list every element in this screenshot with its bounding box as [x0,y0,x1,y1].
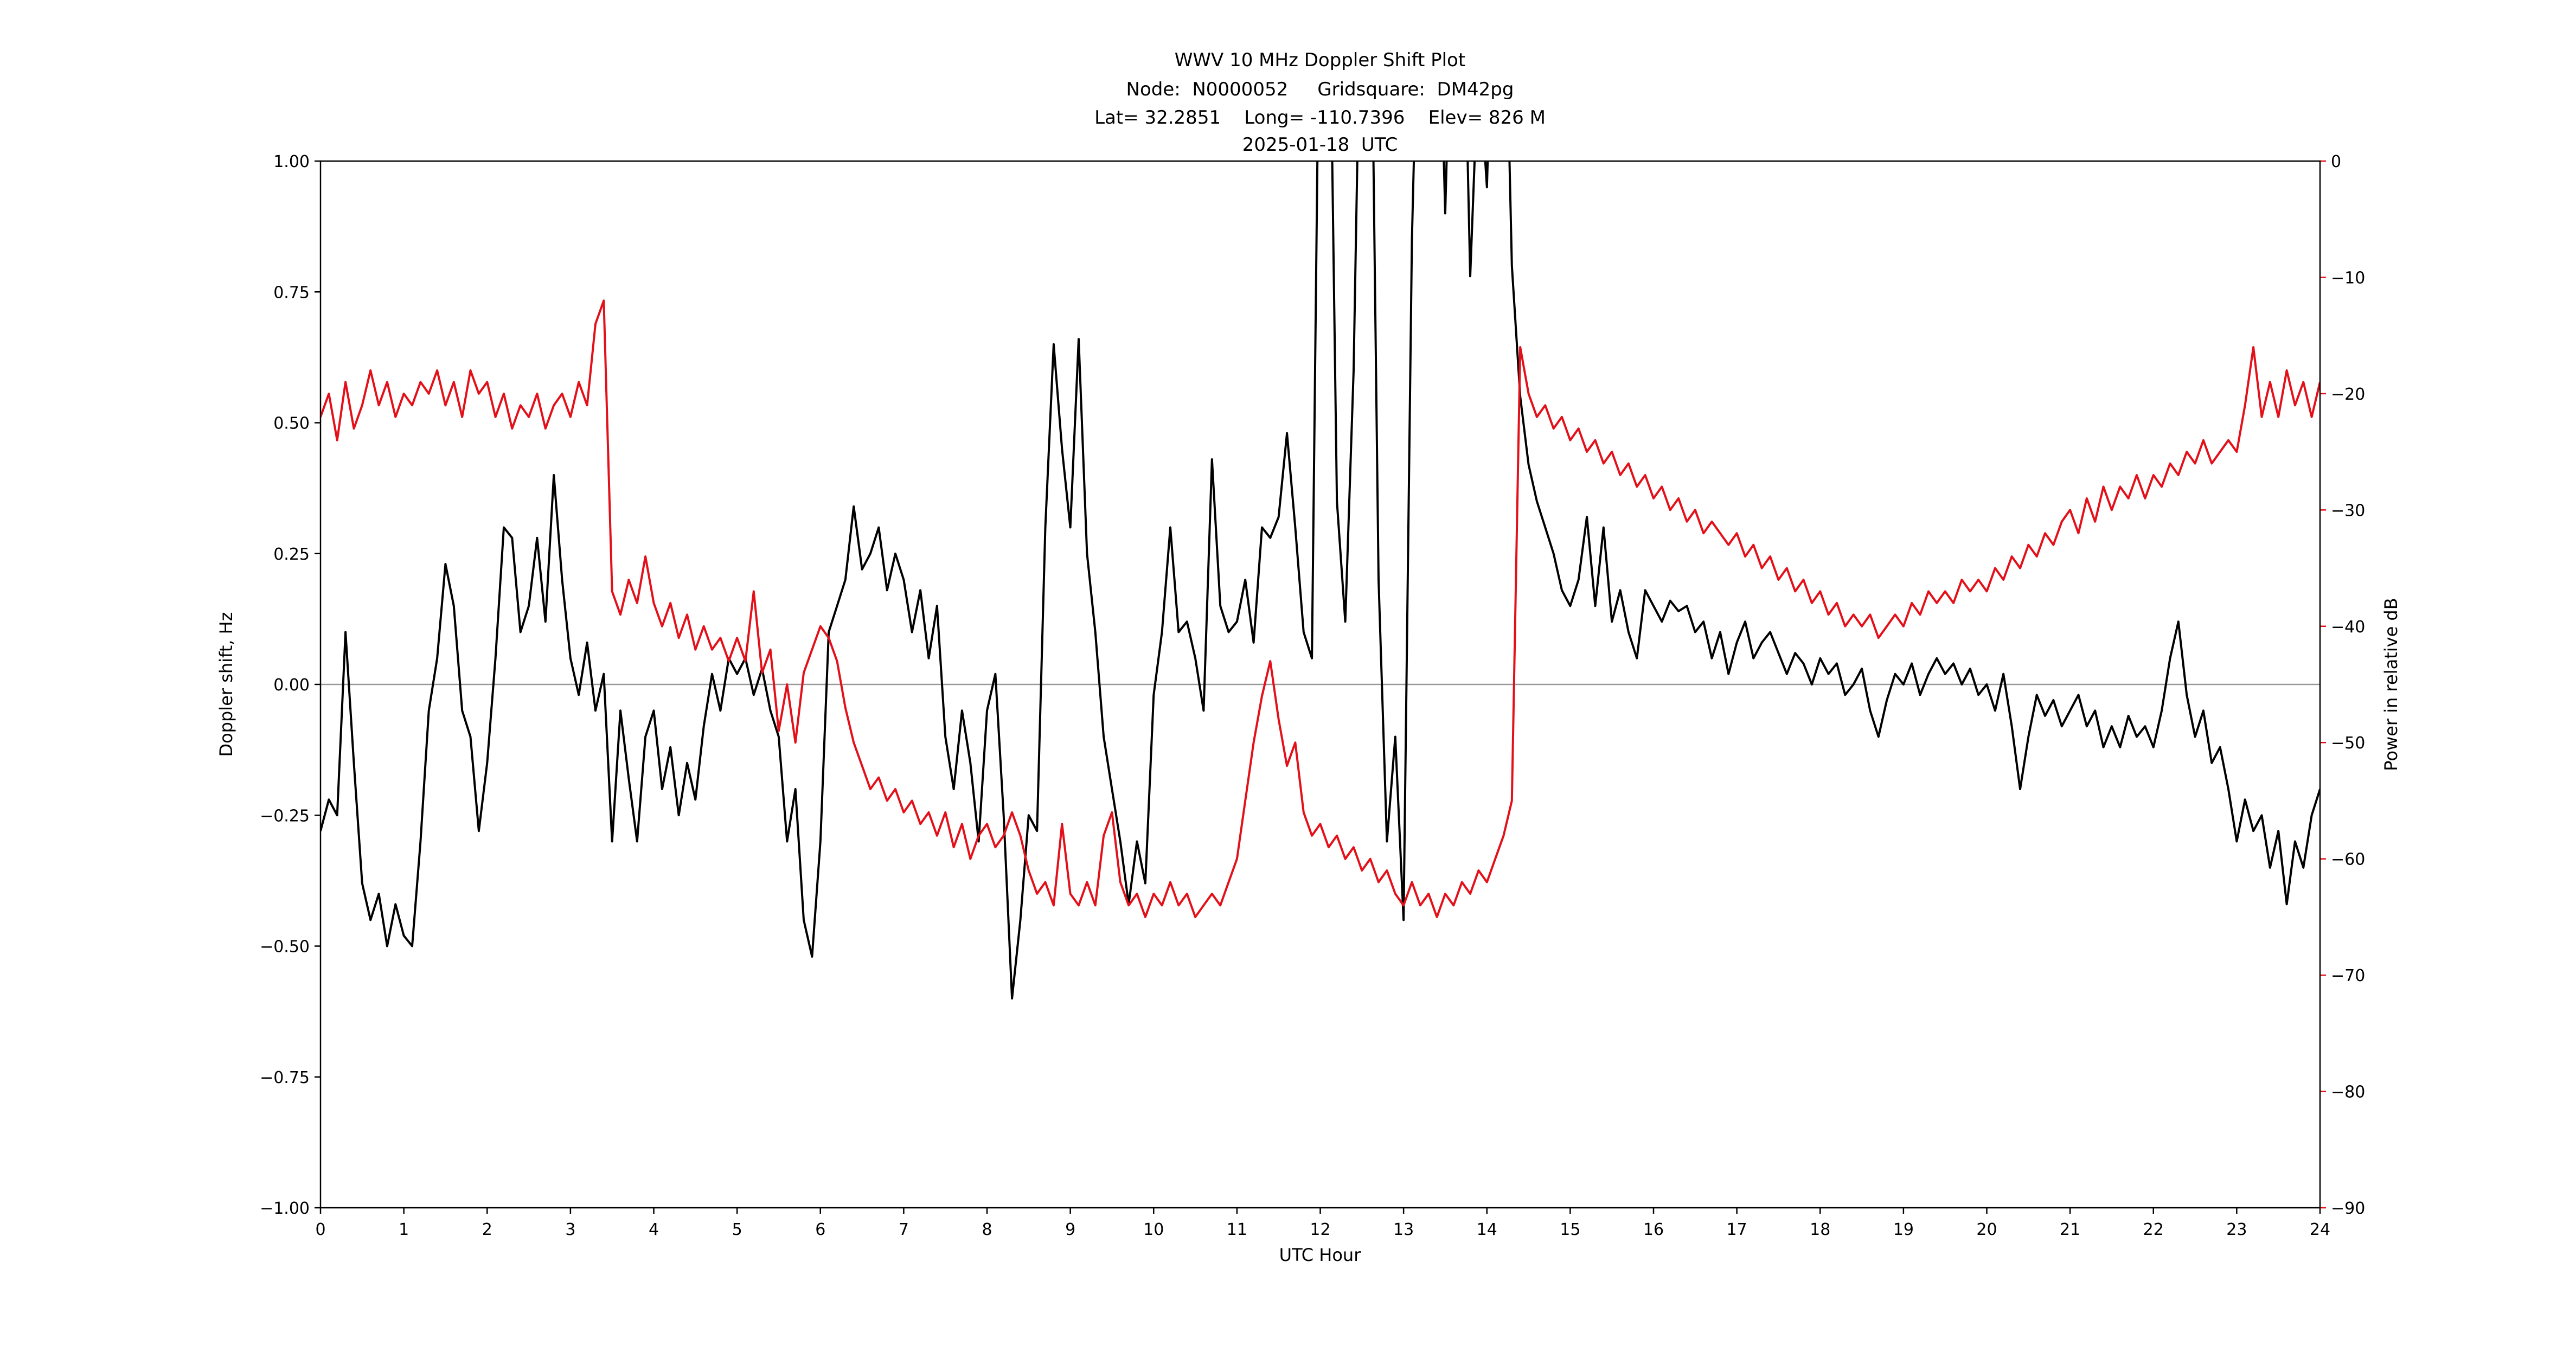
y-right-tick-label: −70 [2331,966,2365,985]
series-layer [321,161,2320,1000]
y-left-tick-label: −0.50 [260,938,310,957]
y-right-tick-label: −50 [2331,734,2365,753]
x-tick-label: 3 [565,1220,575,1239]
y-left-tick-label: 0.50 [273,414,310,433]
x-tick-label: 13 [1393,1220,1414,1239]
x-tick-label: 15 [1560,1220,1580,1239]
x-tick-label: 22 [2143,1220,2164,1239]
x-tick-label: 20 [1976,1220,1997,1239]
x-tick-label: 10 [1143,1220,1164,1239]
x-tick-label: 19 [1893,1220,1914,1239]
x-tick-label: 14 [1477,1220,1497,1239]
y-left-tick-label: 0.75 [273,283,310,302]
y-right-tick-label: −90 [2331,1199,2365,1218]
y-right-tick-label: −60 [2331,850,2365,869]
y-left-tick-label: 1.00 [273,152,310,171]
chart-subtitle-node: Node: N0000052 Gridsquare: DM42pg [1126,79,1514,100]
y-right-tick-label: −40 [2331,618,2365,637]
x-tick-label: 8 [982,1220,992,1239]
ticks-layer: 0 1 2 3 4 5 6 7 8 9 10 11 12 13 14 15 16 17 18 19 20 21 22 23 24… [260,152,2365,1239]
y-right-tick-label: −20 [2331,385,2365,404]
y-left-tick-label: −0.25 [260,806,310,825]
y-right-tick-label: −10 [2331,268,2365,287]
power-line [321,299,2320,918]
plot-frame [319,160,2321,1209]
x-tick-label: 18 [1810,1220,1830,1239]
x-tick-label: 2 [482,1220,492,1239]
x-tick-label: 23 [2226,1220,2247,1239]
y-left-tick-label: −0.75 [260,1068,310,1087]
y-axis-label-right: Power in relative dB [2381,598,2401,771]
y-left-tick-label: 0.00 [273,676,310,695]
x-tick-label: 21 [2060,1220,2080,1239]
y-left-tick-label: −1.00 [260,1199,310,1218]
x-tick-label: 4 [649,1220,659,1239]
x-tick-label: 1 [399,1220,409,1239]
y-left-tick-label: 0.25 [273,545,310,564]
x-tick-label: 16 [1643,1220,1664,1239]
chart-subtitle-date: 2025-01-18 UTC [1242,134,1398,156]
y-right-tick-label: −80 [2331,1083,2365,1102]
x-tick-label: 0 [315,1220,325,1239]
chart-subtitle-location: Lat= 32.2851 Long= -110.7396 Elev= 826 M [1094,107,1546,129]
x-tick-label: 17 [1727,1220,1747,1239]
x-tick-label: 11 [1227,1220,1247,1239]
x-tick-label: 7 [899,1220,909,1239]
x-tick-label: 5 [732,1220,742,1239]
x-tick-label: 24 [2310,1220,2330,1239]
x-tick-label: 6 [815,1220,825,1239]
y-axis-label-left: Doppler shift, Hz [216,612,236,757]
x-tick-label: 9 [1065,1220,1075,1239]
y-right-tick-label: 0 [2331,152,2341,171]
x-tick-label: 12 [1310,1220,1330,1239]
y-right-tick-label: −30 [2331,501,2365,520]
chart-title: WWV 10 MHz Doppler Shift Plot [1175,49,1465,71]
doppler-shift-line [321,161,2320,1000]
x-axis-label: UTC Hour [1279,1245,1362,1265]
